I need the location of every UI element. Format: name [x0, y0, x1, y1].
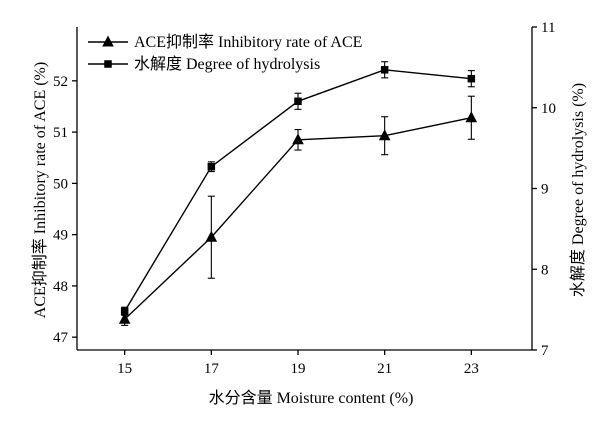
legend: ACE抑制率 Inhibitory rate of ACE 水解度 Degree … [88, 33, 362, 73]
triangle-marker [292, 133, 304, 145]
right-y-tick-label: 7 [541, 343, 549, 359]
legend-label: ACE抑制率 Inhibitory rate of ACE [134, 33, 362, 51]
square-marker [294, 97, 302, 106]
legend-square-marker [104, 60, 112, 68]
right-y-tick-label: 11 [541, 20, 555, 36]
left-y-tick-label: 51 [53, 125, 68, 141]
series-ace-inhibitory-rate [118, 95, 478, 326]
x-tick-label: 23 [464, 361, 479, 377]
series-degree-of-hydrolysis [120, 61, 476, 316]
marks-group [118, 61, 478, 326]
left-y-tick-label: 47 [53, 330, 69, 346]
right-y-tick-label: 9 [541, 182, 549, 198]
legend-label: 水解度 Degree of hydrolysis [134, 55, 320, 73]
x-tick-label: 15 [117, 361, 132, 377]
left-y-tick-label: 52 [53, 74, 68, 90]
triangle-marker [465, 111, 478, 123]
right-y-tick-label: 8 [541, 262, 549, 278]
x-tick-label: 21 [377, 361, 392, 377]
triangle-marker [118, 312, 131, 324]
triangle-marker [378, 129, 391, 141]
square-marker [207, 162, 216, 171]
x-tick-label: 19 [291, 361, 306, 377]
square-marker [120, 307, 129, 315]
x-tick-label: 17 [204, 361, 220, 377]
left-y-tick-label: 50 [53, 176, 68, 192]
left-y-axis-title: ACE抑制率 Inhibitory rate of ACE (%) [31, 62, 49, 318]
legend-triangle-marker [102, 35, 114, 47]
square-marker [380, 66, 389, 74]
x-axis-title: 水分含量 Moisture content (%) [209, 389, 414, 407]
left-y-tick-label: 48 [53, 279, 68, 295]
right-y-axis-title: 水解度 Degree of hydrolysis (%) [569, 83, 587, 297]
square-marker [467, 74, 476, 83]
triangle-marker [205, 230, 218, 242]
right-y-tick-label: 10 [541, 101, 556, 117]
axes-group: 47 48 49 50 51 52 7 8 9 10 11 15 17 19 21 23 [53, 20, 556, 377]
left-y-tick-label: 49 [53, 228, 68, 244]
